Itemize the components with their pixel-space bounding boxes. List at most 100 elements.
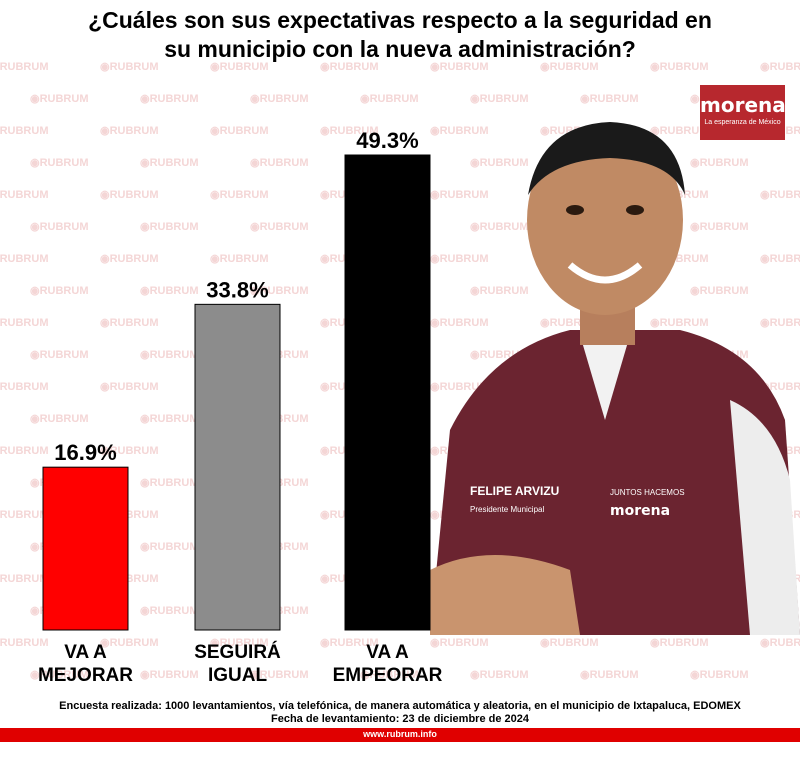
watermark-text: ◉RUBRUM: [540, 61, 599, 73]
watermark-text: ◉RUBRUM: [0, 189, 49, 201]
watermark-text: ◉RUBRUM: [690, 285, 749, 297]
chart-title: ¿Cuáles son sus expectativas respecto a …: [0, 6, 800, 64]
watermark-text: ◉RUBRUM: [690, 669, 749, 681]
smile: [567, 262, 643, 284]
logo-name: morena: [700, 93, 786, 117]
watermark-text: ◉RUBRUM: [140, 157, 199, 169]
watermark-text: ◉RUBRUM: [690, 157, 749, 169]
watermark-text: ◉RUBRUM: [430, 189, 489, 201]
watermark-text: ◉RUBRUM: [140, 221, 199, 233]
watermark-text: ◉RUBRUM: [210, 637, 269, 649]
watermark-text: ◉RUBRUM: [250, 669, 309, 681]
value-label-2: 33.8%: [206, 277, 268, 302]
watermark-text: ◉RUBRUM: [430, 125, 489, 137]
watermark-text: ◉RUBRUM: [650, 61, 709, 73]
watermark-text: ◉RUBRUM: [100, 381, 159, 393]
category-label-2: SEGUIRÁ: [194, 641, 281, 663]
watermark-text: ◉RUBRUM: [250, 157, 309, 169]
watermark-text: ◉RUBRUM: [210, 125, 269, 137]
watermark-text: ◉RUBRUM: [0, 381, 49, 393]
watermark-text: ◉RUBRUM: [430, 637, 489, 649]
watermark-text: ◉RUBRUM: [430, 253, 489, 265]
watermark-text: ◉RUBRUM: [540, 637, 599, 649]
watermark-text: ◉RUBRUM: [30, 157, 89, 169]
morena-logo: morena La esperanza de México: [700, 85, 786, 140]
watermark-text: ◉RUBRUM: [470, 285, 529, 297]
logo-tagline: La esperanza de México: [704, 119, 781, 126]
watermark-text: ◉RUBRUM: [100, 189, 159, 201]
watermark-text: ◉RUBRUM: [430, 61, 489, 73]
vest-brand: morena: [610, 503, 670, 519]
bar-3: [344, 154, 431, 631]
footer-date: Fecha de levantamiento: 23 de diciembre …: [271, 713, 529, 725]
watermark-text: ◉RUBRUM: [30, 349, 89, 361]
watermark-text: ◉RUBRUM: [140, 413, 199, 425]
watermark-text: ◉RUBRUM: [140, 605, 199, 617]
watermark-text: ◉RUBRUM: [100, 253, 159, 265]
footer-url[interactable]: www.rubrum.info: [363, 729, 437, 739]
watermark-text: ◉RUBRUM: [0, 253, 49, 265]
watermark-text: ◉RUBRUM: [250, 285, 309, 297]
vest-text-right: JUNTOS HACEMOS: [610, 488, 685, 497]
watermark-text: ◉RUBRUM: [650, 125, 709, 137]
watermark-text: ◉RUBRUM: [100, 61, 159, 73]
watermark-text: ◉RUBRUM: [140, 349, 199, 361]
watermark-text: ◉RUBRUM: [470, 93, 529, 105]
watermark-text: ◉RUBRUM: [760, 317, 800, 329]
watermark-text: ◉RUBRUM: [140, 541, 199, 553]
watermark-text: ◉RUBRUM: [0, 61, 49, 73]
watermark-text: ◉RUBRUM: [250, 93, 309, 105]
watermark-text: ◉RUBRUM: [760, 61, 800, 73]
watermark-text: ◉RUBRUM: [0, 445, 49, 457]
watermark-text: ◉RUBRUM: [360, 669, 419, 681]
watermark-text: ◉RUBRUM: [650, 637, 709, 649]
watermark-text: ◉RUBRUM: [100, 125, 159, 137]
watermark-text: ◉RUBRUM: [30, 221, 89, 233]
watermark-text: ◉RUBRUM: [430, 317, 489, 329]
watermark-text: ◉RUBRUM: [140, 669, 199, 681]
watermark-text: ◉RUBRUM: [650, 317, 709, 329]
watermark-text: ◉RUBRUM: [30, 669, 89, 681]
footer-bar: [0, 728, 800, 742]
watermark-text: ◉RUBRUM: [100, 637, 159, 649]
category-label-1: VA A: [64, 642, 107, 663]
hair: [528, 122, 685, 195]
category-label-2: IGUAL: [208, 665, 268, 686]
watermark-text: ◉RUBRUM: [30, 285, 89, 297]
watermark-text: ◉RUBRUM: [320, 61, 379, 73]
watermark-text: ◉RUBRUM: [320, 637, 379, 649]
watermark-text: ◉RUBRUM: [210, 189, 269, 201]
watermark-text: ◉RUBRUM: [100, 317, 159, 329]
footer-method: Encuesta realizada: 1000 levantamientos,…: [59, 700, 741, 712]
watermark-text: ◉RUBRUM: [430, 381, 489, 393]
category-label-3: EMPEORAR: [333, 665, 443, 686]
watermark-text: ◉RUBRUM: [30, 93, 89, 105]
watermark-text: ◉RUBRUM: [0, 317, 49, 329]
watermark-text: ◉RUBRUM: [140, 477, 199, 489]
arm: [430, 555, 580, 635]
watermark-text: ◉RUBRUM: [30, 413, 89, 425]
watermark-text: ◉RUBRUM: [470, 669, 529, 681]
value-label-3: 49.3%: [356, 128, 418, 153]
watermark-text: ◉RUBRUM: [760, 189, 800, 201]
watermark-text: ◉RUBRUM: [0, 509, 49, 521]
watermark-text: ◉RUBRUM: [140, 285, 199, 297]
candidate-photo: FELIPE ARVIZU Presidente Municipal JUNTO…: [430, 122, 800, 635]
watermark-text: ◉RUBRUM: [360, 93, 419, 105]
watermark-text: ◉RUBRUM: [0, 573, 49, 585]
value-label-1: 16.9%: [54, 440, 116, 465]
watermark-text: ◉RUBRUM: [250, 221, 309, 233]
category-label-3: VA A: [366, 642, 409, 663]
face: [527, 125, 683, 315]
title-line-2: su municipio con la nueva administración…: [164, 36, 636, 62]
watermark-text: ◉RUBRUM: [690, 221, 749, 233]
watermark-text: ◉RUBRUM: [760, 637, 800, 649]
bar-1: [42, 466, 129, 631]
watermark-text: ◉RUBRUM: [470, 157, 529, 169]
watermark-text: ◉RUBRUM: [0, 637, 49, 649]
watermark-text: ◉RUBRUM: [320, 125, 379, 137]
watermark-text: ◉RUBRUM: [580, 93, 639, 105]
vest-text-sub: Presidente Municipal: [470, 505, 544, 514]
watermark-text: ◉RUBRUM: [210, 61, 269, 73]
